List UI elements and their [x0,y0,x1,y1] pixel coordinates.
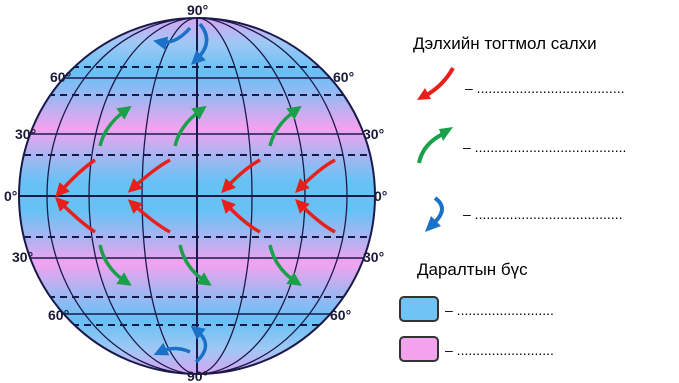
pressure-legend-row-blue: – ......................... [399,296,679,336]
red-arrow-icon [221,158,261,194]
pressure-legend-title: Даралтын бүс [417,260,528,279]
red-arrow-icon [127,199,171,234]
red-arrow-icon [127,158,171,193]
blue-arrow-icon [153,342,191,356]
trade-winds-north [55,158,336,198]
green-arrow-icon [178,244,212,286]
trade-winds-south [55,197,336,234]
blue-zone-swatch [399,296,439,322]
blue-arrow-icon [190,325,208,364]
green-arrow-icon [173,105,207,147]
label-left-30s: 30° [12,249,33,265]
red-arrow-icon [295,158,336,193]
label-right-equator: 0° [374,188,387,204]
wind-blank-3[interactable]: – ...................................... [463,206,623,222]
wind-legend-row-polar: – ...................................... [415,196,679,236]
wind-blank-2[interactable]: – ......................................… [463,139,627,155]
red-arrow-icon [417,67,455,100]
blue-arrow-icon [190,22,209,65]
globe-body [18,17,376,375]
westerlies-south [98,244,302,286]
label-right-30s: 30° [363,249,384,265]
label-right-60s: 60° [330,307,351,323]
wind-legend-row-trade: – ...................................... [415,66,679,106]
label-left-60n: 60° [50,69,71,85]
wind-blank-1[interactable]: – ...................................... [465,80,625,96]
label-left-60s: 60° [48,307,69,323]
green-arrow-icon [417,127,453,164]
label-left-equator: 0° [4,188,17,204]
red-arrow-icon [55,197,96,234]
winds-legend-title: Дэлхийн тогтмол салхи [413,34,597,53]
label-right-60n: 60° [333,69,354,85]
polar-winds [153,22,209,364]
green-arrow-icon [268,244,302,286]
blue-arrow-icon [153,26,192,51]
wind-legend-row-westerly: – ......................................… [415,125,679,165]
red-arrow-icon [55,158,96,198]
blue-arrow-icon [425,196,444,232]
legend-panel: Дэлхийн тогтмол салхи – ................… [395,0,679,383]
pressure-legend-row-pink: – ......................... [399,336,679,376]
green-arrow-icon [98,244,132,286]
label-left-30n: 30° [15,126,36,142]
pressure-blank-1[interactable]: – ......................... [445,302,554,318]
globe-diagram: 90° 90° 60° 60° 30° 30° 0° 0° 30° 30° 60… [4,2,387,383]
red-arrow-icon [295,199,336,234]
meridians [46,18,348,374]
red-arrow-icon [221,198,261,234]
pink-zone-swatch [399,336,439,362]
westerlies-north [98,105,302,147]
green-arrow-icon [268,105,302,147]
green-arrow-icon [98,105,132,147]
label-south-pole: 90° [187,368,208,383]
label-right-30n: 30° [363,126,384,142]
pressure-blank-2[interactable]: – ......................... [445,342,554,358]
label-north-pole: 90° [187,2,208,18]
